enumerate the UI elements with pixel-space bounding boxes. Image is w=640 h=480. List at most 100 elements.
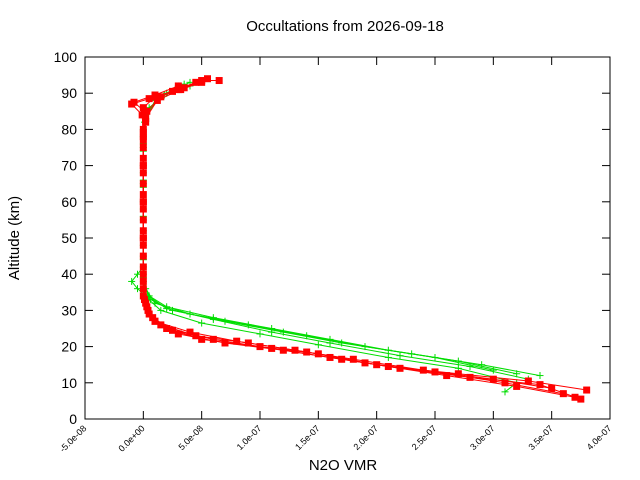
y-tick-label: 20 <box>61 339 77 355</box>
data-point <box>151 317 159 325</box>
data-point <box>163 325 171 332</box>
plot-frame <box>84 56 611 420</box>
data-point <box>153 96 161 104</box>
data-point <box>489 366 497 374</box>
x-tick-label: 3.0e-07 <box>468 423 497 452</box>
y-tick-label: 60 <box>61 194 77 210</box>
data-point <box>145 310 153 318</box>
series-line <box>142 85 517 375</box>
data-point <box>157 93 165 101</box>
data-point <box>489 375 497 383</box>
data-point <box>396 364 404 372</box>
data-point <box>138 111 146 119</box>
data-point <box>130 98 138 106</box>
x-tick-label: 2.5e-07 <box>410 423 439 452</box>
x-tick-label: 5.0e-08 <box>176 423 205 452</box>
data-point <box>169 87 176 95</box>
data-point <box>338 355 346 363</box>
data-point <box>143 303 151 311</box>
data-point <box>221 339 229 347</box>
data-point <box>536 381 544 389</box>
x-tick-label: 3.5e-07 <box>526 423 555 452</box>
data-point <box>209 315 217 323</box>
series-line <box>142 83 494 371</box>
y-tick-label: 90 <box>61 85 77 101</box>
series-line <box>130 81 564 395</box>
data-point <box>141 296 148 304</box>
data-point <box>139 198 147 206</box>
data-point <box>198 335 206 343</box>
y-tick-label: 40 <box>61 266 77 282</box>
data-point <box>204 75 211 83</box>
data-point <box>142 299 150 307</box>
data-point <box>326 339 334 347</box>
y-axis: 0 10 20 30 40 50 60 70 80 90 100 <box>54 49 610 427</box>
data-point <box>198 78 206 86</box>
x-tick-label: 1.0e-07 <box>235 423 264 452</box>
data-point <box>233 337 241 345</box>
data-point <box>209 335 217 343</box>
y-tick-label: 0 <box>69 411 77 427</box>
data-point <box>396 352 404 360</box>
x-tick-label: 0.0e+00 <box>116 423 146 453</box>
data-point <box>139 270 147 278</box>
y-tick-label: 70 <box>61 158 77 174</box>
data-point <box>454 370 462 378</box>
y-tick-label: 30 <box>61 302 77 318</box>
y-axis-label: Altitude (km) <box>6 196 23 280</box>
data-point <box>431 353 439 361</box>
data-point <box>142 115 150 123</box>
data-point <box>139 104 147 112</box>
data-point <box>139 129 147 137</box>
data-point <box>268 328 276 336</box>
data-point <box>291 346 299 354</box>
data-point <box>501 379 509 387</box>
series-layer <box>128 75 591 403</box>
data-point <box>192 78 200 86</box>
y-tick-label: 100 <box>54 49 78 65</box>
data-point <box>279 346 287 354</box>
data-point <box>139 136 147 144</box>
data-point <box>139 234 147 242</box>
data-point <box>536 372 544 380</box>
y-tick-label: 80 <box>61 121 77 137</box>
data-point <box>524 377 532 385</box>
data-point <box>559 390 567 398</box>
data-point <box>583 386 591 394</box>
data-point <box>419 366 427 374</box>
x-axis-label: N2O VMR <box>309 457 378 474</box>
data-point <box>478 361 486 369</box>
data-point <box>151 91 159 99</box>
data-point <box>144 306 152 314</box>
data-point <box>349 355 357 363</box>
y-tick-label: 50 <box>61 230 77 246</box>
series-line <box>142 80 576 398</box>
data-point <box>174 82 182 90</box>
y-tick-label: 10 <box>61 375 77 391</box>
data-point <box>256 330 264 338</box>
series-0 <box>128 78 544 396</box>
data-point <box>577 395 585 403</box>
series-1 <box>128 75 591 403</box>
data-point <box>141 107 148 115</box>
data-point <box>139 292 147 300</box>
data-point <box>215 77 223 85</box>
data-point <box>198 319 206 327</box>
data-point <box>145 95 153 103</box>
data-point <box>163 305 171 313</box>
series-line <box>142 85 529 380</box>
series-line <box>142 81 581 400</box>
data-point <box>128 277 136 285</box>
data-point <box>466 373 474 381</box>
data-point <box>501 388 509 396</box>
chart-title: Occultations from 2026-09-18 <box>246 18 444 35</box>
data-point <box>303 332 311 340</box>
data-point <box>139 285 147 293</box>
x-tick-label: -5.0e-08 <box>58 423 89 454</box>
data-point <box>384 353 392 361</box>
data-point <box>139 162 147 170</box>
x-tick-label: 1.5e-07 <box>293 423 322 452</box>
x-tick-label: 2.0e-07 <box>351 423 380 452</box>
data-point <box>177 86 185 94</box>
